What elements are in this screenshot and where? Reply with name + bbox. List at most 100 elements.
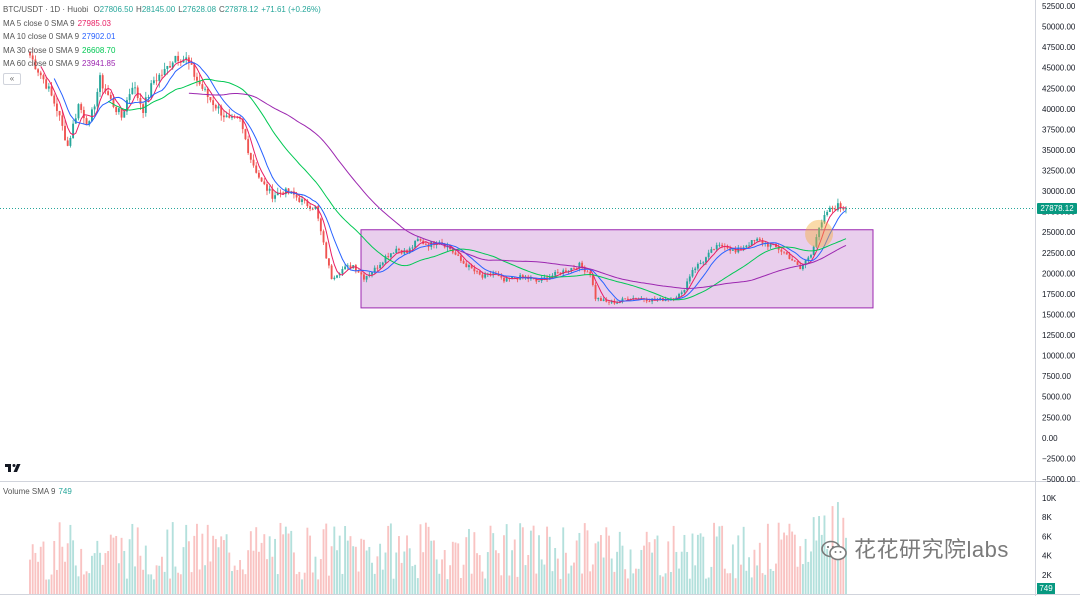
- candle-body: [570, 268, 573, 271]
- ohlc-o-value: 27806.50: [99, 5, 134, 14]
- volume-bar: [373, 573, 376, 594]
- price-axis-tick: 2500.00: [1042, 413, 1071, 422]
- volume-bar: [381, 569, 384, 594]
- symbol-title[interactable]: BTC/USDT · 1D · Huobi: [3, 5, 89, 14]
- volume-bar: [384, 552, 387, 594]
- price-axis-labels[interactable]: 52500.00 50000.00 47500.00 45000.00 42500.00…: [1042, 2, 1076, 484]
- volume-bar: [352, 546, 355, 594]
- candle-body: [476, 271, 478, 273]
- candle-body: [66, 140, 69, 146]
- candle-body: [214, 105, 217, 109]
- volume-bar: [123, 550, 126, 594]
- candle-body: [99, 75, 101, 92]
- candle-body: [39, 72, 42, 76]
- ma-legend-row[interactable]: MA 10 close 0 SMA 9 27902.01: [3, 30, 321, 44]
- candle-body: [53, 95, 56, 104]
- candle-body: [567, 270, 570, 272]
- volume-legend-label[interactable]: Volume SMA 9: [3, 487, 56, 496]
- ohlc-h-value: 28145.00: [141, 5, 176, 14]
- volume-bar: [395, 552, 398, 594]
- ma-legend-row[interactable]: MA 30 close 0 SMA 9 26608.70: [3, 44, 321, 58]
- volume-bar: [737, 535, 740, 594]
- candle-body: [284, 188, 287, 195]
- volume-bar: [696, 534, 699, 594]
- volume-bar: [540, 559, 543, 594]
- volume-bar: [616, 551, 619, 594]
- candle-body: [791, 258, 794, 261]
- ma-legend-row[interactable]: MA 60 close 0 SMA 9 23941.85: [3, 57, 321, 71]
- volume-bar: [705, 578, 707, 594]
- candle-body: [379, 264, 382, 269]
- volume-axis-labels[interactable]: 10K 8K 6K 4K 2K: [1042, 494, 1057, 580]
- volume-bar: [494, 550, 497, 594]
- ma-legend-row[interactable]: MA 5 close 0 SMA 9 27985.03: [3, 17, 321, 31]
- candle-body: [166, 65, 169, 69]
- candle-body: [705, 257, 707, 263]
- candle-body: [109, 94, 112, 99]
- volume-bar: [801, 564, 804, 594]
- volume-bar: [629, 549, 632, 594]
- candle-body: [810, 255, 812, 258]
- candle-body: [578, 262, 581, 269]
- candle-body: [586, 271, 589, 273]
- candle-body: [769, 244, 772, 247]
- candle-body: [88, 121, 91, 125]
- volume-bar: [327, 575, 330, 594]
- volume-bar: [287, 533, 290, 594]
- price-axis-tick: 5000.00: [1042, 393, 1071, 402]
- candle-body: [766, 243, 769, 247]
- candle-body: [163, 68, 166, 75]
- candle-body: [212, 100, 215, 106]
- price-axis-tick: 30000.00: [1042, 187, 1076, 196]
- volume-bar: [635, 568, 637, 594]
- candle-body: [626, 298, 629, 300]
- tradingview-logo-icon[interactable]: [4, 462, 22, 474]
- volume-bar: [134, 566, 136, 594]
- candle-body: [34, 59, 37, 70]
- volume-bar: [109, 534, 112, 594]
- candle-body: [500, 276, 503, 278]
- candle-body: [804, 260, 807, 265]
- candle-body: [295, 194, 298, 198]
- volume-bar: [276, 574, 279, 594]
- candle-body: [231, 116, 233, 118]
- candle-body: [462, 260, 465, 264]
- volume-bar: [613, 571, 616, 594]
- candle-body: [610, 300, 613, 303]
- volume-bar: [120, 537, 123, 594]
- candle-body: [276, 192, 279, 196]
- candle-body: [144, 97, 147, 113]
- candle-body: [591, 274, 594, 285]
- volume-bar: [559, 578, 562, 594]
- volume-bar: [354, 546, 357, 594]
- ma-legend-value: 23941.85: [82, 59, 116, 69]
- volume-bar: [651, 552, 654, 594]
- candle-body: [818, 227, 821, 238]
- volume-bar: [177, 572, 180, 594]
- volume-bar: [793, 534, 796, 594]
- candle-body: [801, 264, 804, 270]
- volume-bar: [535, 573, 538, 594]
- candle-body: [77, 104, 80, 119]
- volume-bar: [664, 573, 667, 594]
- volume-bar: [433, 540, 435, 594]
- price-axis-tick: 17500.00: [1042, 290, 1076, 299]
- range-rectangle: [360, 229, 874, 309]
- volume-bar: [416, 578, 419, 594]
- volume-bar: [449, 565, 452, 594]
- ohlc-c-label: C: [219, 5, 225, 14]
- candle-body: [107, 91, 110, 95]
- volume-bar: [508, 575, 511, 594]
- volume-bar: [346, 540, 349, 594]
- legend-collapse-button[interactable]: «: [3, 72, 21, 85]
- volume-bar: [769, 568, 772, 594]
- volume-bar: [64, 561, 66, 594]
- volume-bar: [398, 536, 400, 594]
- volume-bar: [775, 563, 777, 594]
- volume-bar: [309, 535, 312, 594]
- volume-bar: [513, 539, 516, 594]
- breakout-circle: [805, 219, 834, 248]
- candle-body: [532, 278, 535, 280]
- candle-body: [134, 87, 136, 89]
